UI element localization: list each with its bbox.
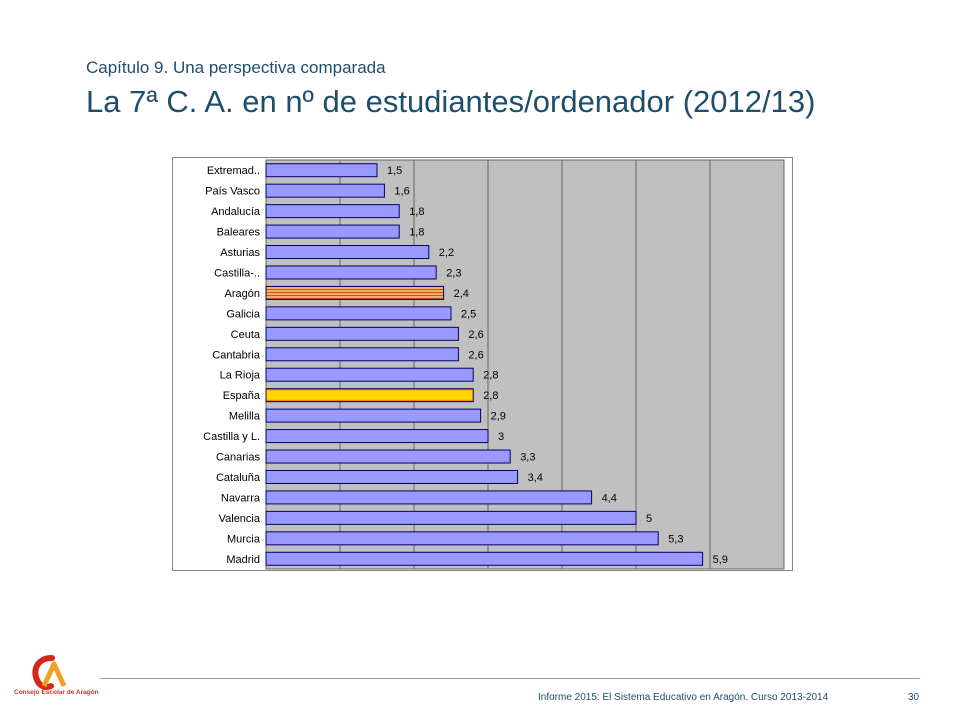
category-label: Madrid — [226, 554, 260, 566]
category-label: Galicia — [226, 308, 261, 320]
bar — [265, 531, 659, 546]
footer-text: Informe 2015: El Sistema Educativo en Ar… — [538, 692, 829, 703]
bar — [265, 347, 459, 362]
category-label: Castilla y L. — [203, 431, 260, 443]
value-label: 2,6 — [468, 349, 483, 361]
value-label: 1,8 — [409, 227, 424, 239]
bar — [265, 388, 474, 403]
category-label: Aragón — [225, 288, 260, 300]
value-label: 2,9 — [491, 411, 506, 423]
category-label: Extremad.. — [207, 165, 260, 177]
bar — [265, 449, 511, 464]
category-label: Murcia — [227, 533, 261, 545]
value-label: 2,8 — [483, 390, 498, 402]
bar — [265, 367, 474, 382]
bar — [265, 510, 637, 525]
category-label: La Rioja — [220, 370, 261, 382]
category-label: Asturias — [220, 247, 260, 259]
value-label: 1,5 — [387, 165, 402, 177]
value-label: 2,4 — [454, 288, 469, 300]
bar — [265, 551, 704, 566]
page-title: La 7ª C. A. en nº de estudiantes/ordenad… — [86, 84, 816, 119]
bar — [265, 224, 400, 239]
value-label: 2,8 — [483, 370, 498, 382]
bar — [265, 429, 489, 444]
value-label: 5,3 — [668, 533, 683, 545]
bar — [265, 183, 385, 198]
value-label: 2,5 — [461, 308, 476, 320]
chapter-subtitle: Capítulo 9. Una perspectiva comparada — [86, 58, 386, 77]
bar — [265, 204, 400, 219]
bar — [265, 285, 445, 300]
page-number: 30 — [908, 692, 920, 703]
value-label: 3,4 — [528, 472, 543, 484]
category-label: Cantabria — [212, 349, 261, 361]
value-label: 3 — [498, 431, 504, 443]
footer-divider — [100, 678, 920, 679]
bar — [265, 469, 519, 484]
value-label: 5,9 — [713, 554, 728, 566]
category-label: España — [223, 390, 261, 402]
value-label: 2,6 — [468, 329, 483, 341]
category-label: Valencia — [219, 513, 261, 525]
bar — [265, 490, 593, 505]
bar — [265, 326, 459, 341]
category-label: Castilla-.. — [214, 267, 260, 279]
value-label: 1,8 — [409, 206, 424, 218]
category-label: Ceuta — [231, 329, 261, 341]
category-label: Baleares — [217, 227, 261, 239]
plot-area — [265, 159, 785, 570]
value-label: 4,4 — [602, 492, 617, 504]
value-label: 5 — [646, 513, 652, 525]
category-label: Cataluña — [216, 472, 261, 484]
bar — [265, 306, 452, 321]
bar-chart: Extremad.. País Vasco Andalucía Baleares Ast… — [172, 157, 793, 571]
category-label: Canarias — [216, 452, 261, 464]
value-label: 3,3 — [520, 452, 535, 464]
logo-icon — [32, 655, 67, 690]
bar — [265, 245, 430, 260]
bar — [265, 408, 482, 423]
category-label: País Vasco — [205, 186, 260, 198]
logo-text: Consejo Escolar de Aragón — [14, 689, 99, 696]
category-label: Melilla — [229, 411, 261, 423]
value-label: 2,3 — [446, 267, 461, 279]
value-label: 1,6 — [394, 186, 409, 198]
category-label: Navarra — [221, 492, 261, 504]
value-label: 2,2 — [439, 247, 454, 259]
category-label: Andalucía — [211, 206, 261, 218]
bar — [265, 265, 437, 280]
bar — [265, 163, 378, 178]
